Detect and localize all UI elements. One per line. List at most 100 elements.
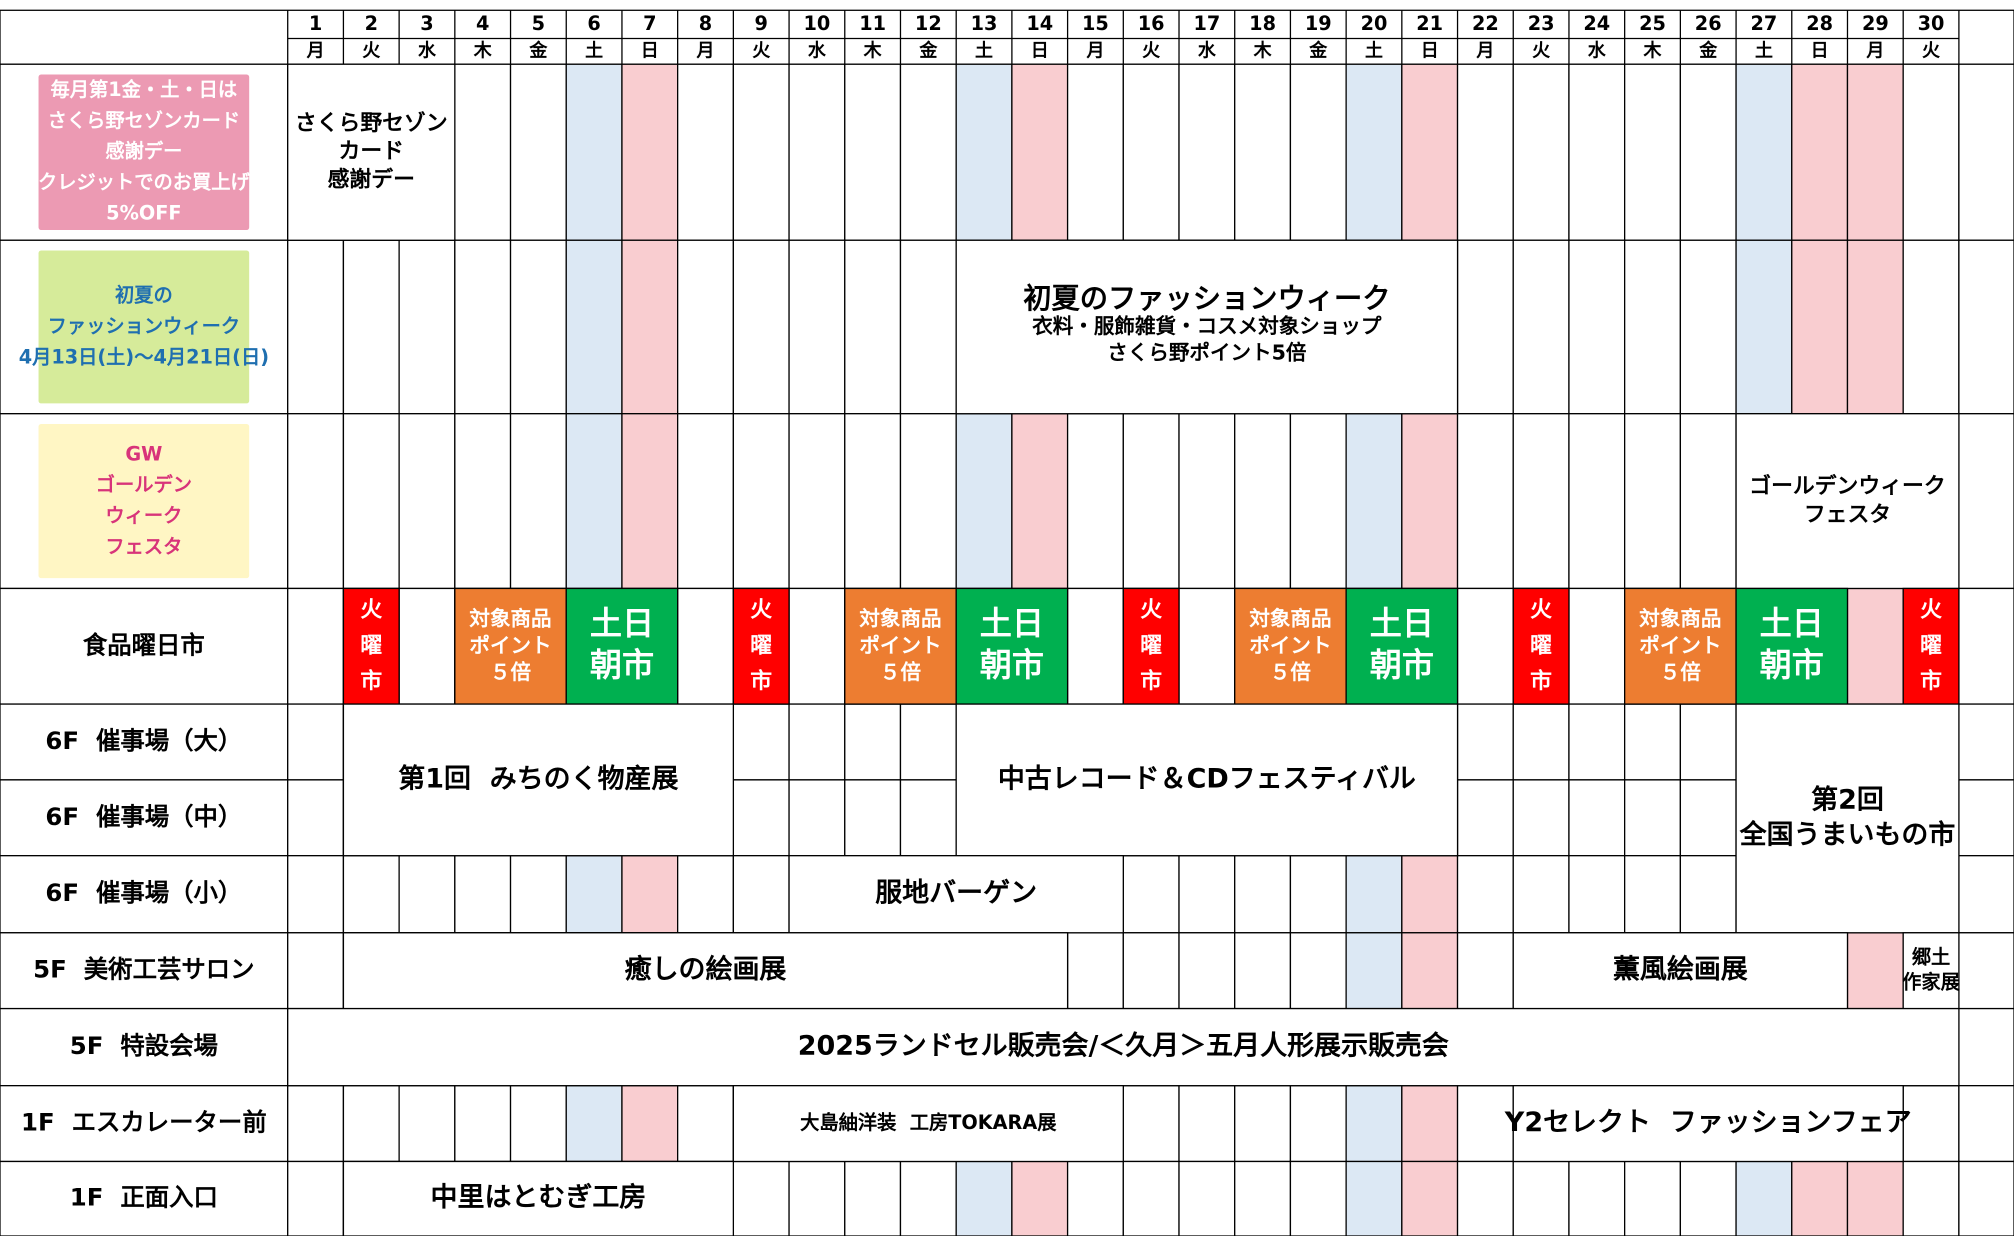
- day-cell: [844, 413, 902, 590]
- day-cell: [621, 63, 679, 241]
- event-text: 対象商品: [469, 607, 551, 631]
- day-cell: [342, 413, 400, 590]
- day-cell: [1624, 855, 1682, 934]
- event: [1735, 587, 1849, 705]
- day-number: 9: [755, 12, 768, 35]
- day-cell: [732, 239, 790, 415]
- event: [342, 587, 400, 705]
- day-number: 22: [1472, 12, 1499, 35]
- day-cell: [1234, 1160, 1292, 1236]
- day-cell: [1122, 413, 1180, 590]
- day-cell: [1066, 413, 1124, 590]
- day-cell: [732, 779, 790, 857]
- event-text: 中古レコード＆CDフェスティバル: [998, 763, 1416, 794]
- label-cell: [0, 932, 289, 1010]
- event-text: 市: [1920, 668, 1942, 694]
- event-text: 大島紬洋装 工房TOKARA展: [800, 1111, 1057, 1134]
- banner-text: 感謝デー: [105, 140, 182, 163]
- day-cell: [1624, 63, 1682, 241]
- day-cell: [287, 239, 345, 415]
- day-cell: [1735, 239, 1793, 415]
- event-text: 癒しの絵画展: [625, 953, 787, 985]
- extra-cell: [1958, 1160, 2014, 1236]
- event: [342, 1160, 735, 1236]
- day-cell: [1456, 239, 1514, 415]
- day-cell: [1066, 587, 1124, 705]
- event-text: 火: [1920, 597, 1942, 622]
- day-cell: [1122, 932, 1180, 1010]
- banner-text: GW: [125, 442, 162, 465]
- day-number: 24: [1583, 12, 1610, 35]
- label-cell: [0, 587, 289, 705]
- event-text: 第1回 みちのく物産展: [398, 762, 678, 794]
- day-cell: [1456, 1085, 1514, 1163]
- weekday: 木: [863, 39, 882, 61]
- row-label: 6F 催事場（大）: [45, 726, 242, 755]
- day-cell: [509, 413, 567, 590]
- weekday: 金: [1308, 39, 1328, 61]
- day-cell: [1568, 703, 1626, 781]
- row-label: 5F 特設会場: [70, 1031, 218, 1060]
- day-cell: [1624, 779, 1682, 857]
- weekday: 木: [1253, 39, 1272, 61]
- day-cell: [677, 413, 735, 590]
- event-text: 郷土: [1912, 946, 1950, 969]
- event-text: 市: [750, 668, 772, 694]
- day-number: 15: [1082, 12, 1109, 35]
- day-cell: [621, 1085, 679, 1163]
- banner-text: 初夏の: [115, 284, 173, 307]
- weekday: 火: [1922, 40, 1940, 61]
- weekday: 火: [362, 40, 380, 61]
- day-cell: [1401, 932, 1459, 1010]
- day-cell: [1624, 703, 1682, 781]
- weekday: 木: [473, 39, 492, 61]
- banner: [38, 423, 250, 579]
- event: [1902, 932, 1960, 1010]
- header-bg: [0, 9, 2014, 65]
- day-number: 8: [699, 12, 712, 35]
- day-cell: [621, 413, 679, 590]
- row-label: 1F エスカレーター前: [21, 1108, 267, 1137]
- event: [287, 63, 456, 241]
- day-cell: [1679, 779, 1737, 857]
- day-cell: [454, 239, 512, 415]
- event-text: フェスタ: [1804, 502, 1891, 527]
- day-cell: [732, 1160, 790, 1236]
- day-cell: [1122, 1160, 1180, 1236]
- day-cell: [1568, 587, 1626, 705]
- day-cell: [955, 63, 1013, 241]
- weekday: 土: [1365, 40, 1383, 61]
- day-cell: [1512, 855, 1570, 934]
- extra-cell: [1958, 703, 2014, 781]
- event: [565, 587, 679, 705]
- day-cell: [454, 1085, 512, 1163]
- day-cell: [1122, 1085, 1180, 1163]
- event-text: Y2セレクト ファッションフェア: [1504, 1107, 1912, 1138]
- day-cell: [1289, 63, 1347, 241]
- event: [1902, 587, 1960, 705]
- day-number: 20: [1361, 12, 1388, 35]
- event: [1512, 1085, 1904, 1163]
- event-text: 全国うまいもの市: [1739, 818, 1956, 850]
- day-cell: [509, 239, 567, 415]
- event: [844, 587, 957, 705]
- weekday: 金: [528, 39, 548, 61]
- event: [732, 1085, 1124, 1163]
- day-cell: [565, 855, 623, 934]
- weekday: 火: [1142, 40, 1160, 61]
- day-number: 21: [1416, 12, 1443, 35]
- event-text: 市: [1140, 668, 1162, 694]
- event-text: ５倍: [880, 660, 922, 684]
- banner-text: クレジットでのお買上げ: [38, 171, 250, 194]
- banner-text: フェスタ: [105, 535, 182, 558]
- day-cell: [1846, 932, 1904, 1010]
- day-cell: [1066, 63, 1124, 241]
- day-cell: [1791, 1160, 1849, 1236]
- day-cell: [899, 779, 957, 857]
- weekday: 日: [1031, 40, 1049, 61]
- event: [1512, 587, 1570, 705]
- day-cell: [342, 239, 400, 415]
- day-cell: [1902, 1160, 1960, 1236]
- event: [342, 703, 735, 857]
- day-cell: [1066, 932, 1124, 1010]
